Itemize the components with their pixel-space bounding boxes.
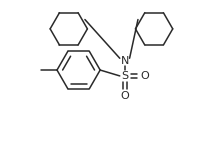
Text: O: O [140, 71, 149, 81]
Text: O: O [120, 91, 129, 101]
Text: N: N [120, 56, 129, 66]
Text: S: S [121, 71, 128, 81]
